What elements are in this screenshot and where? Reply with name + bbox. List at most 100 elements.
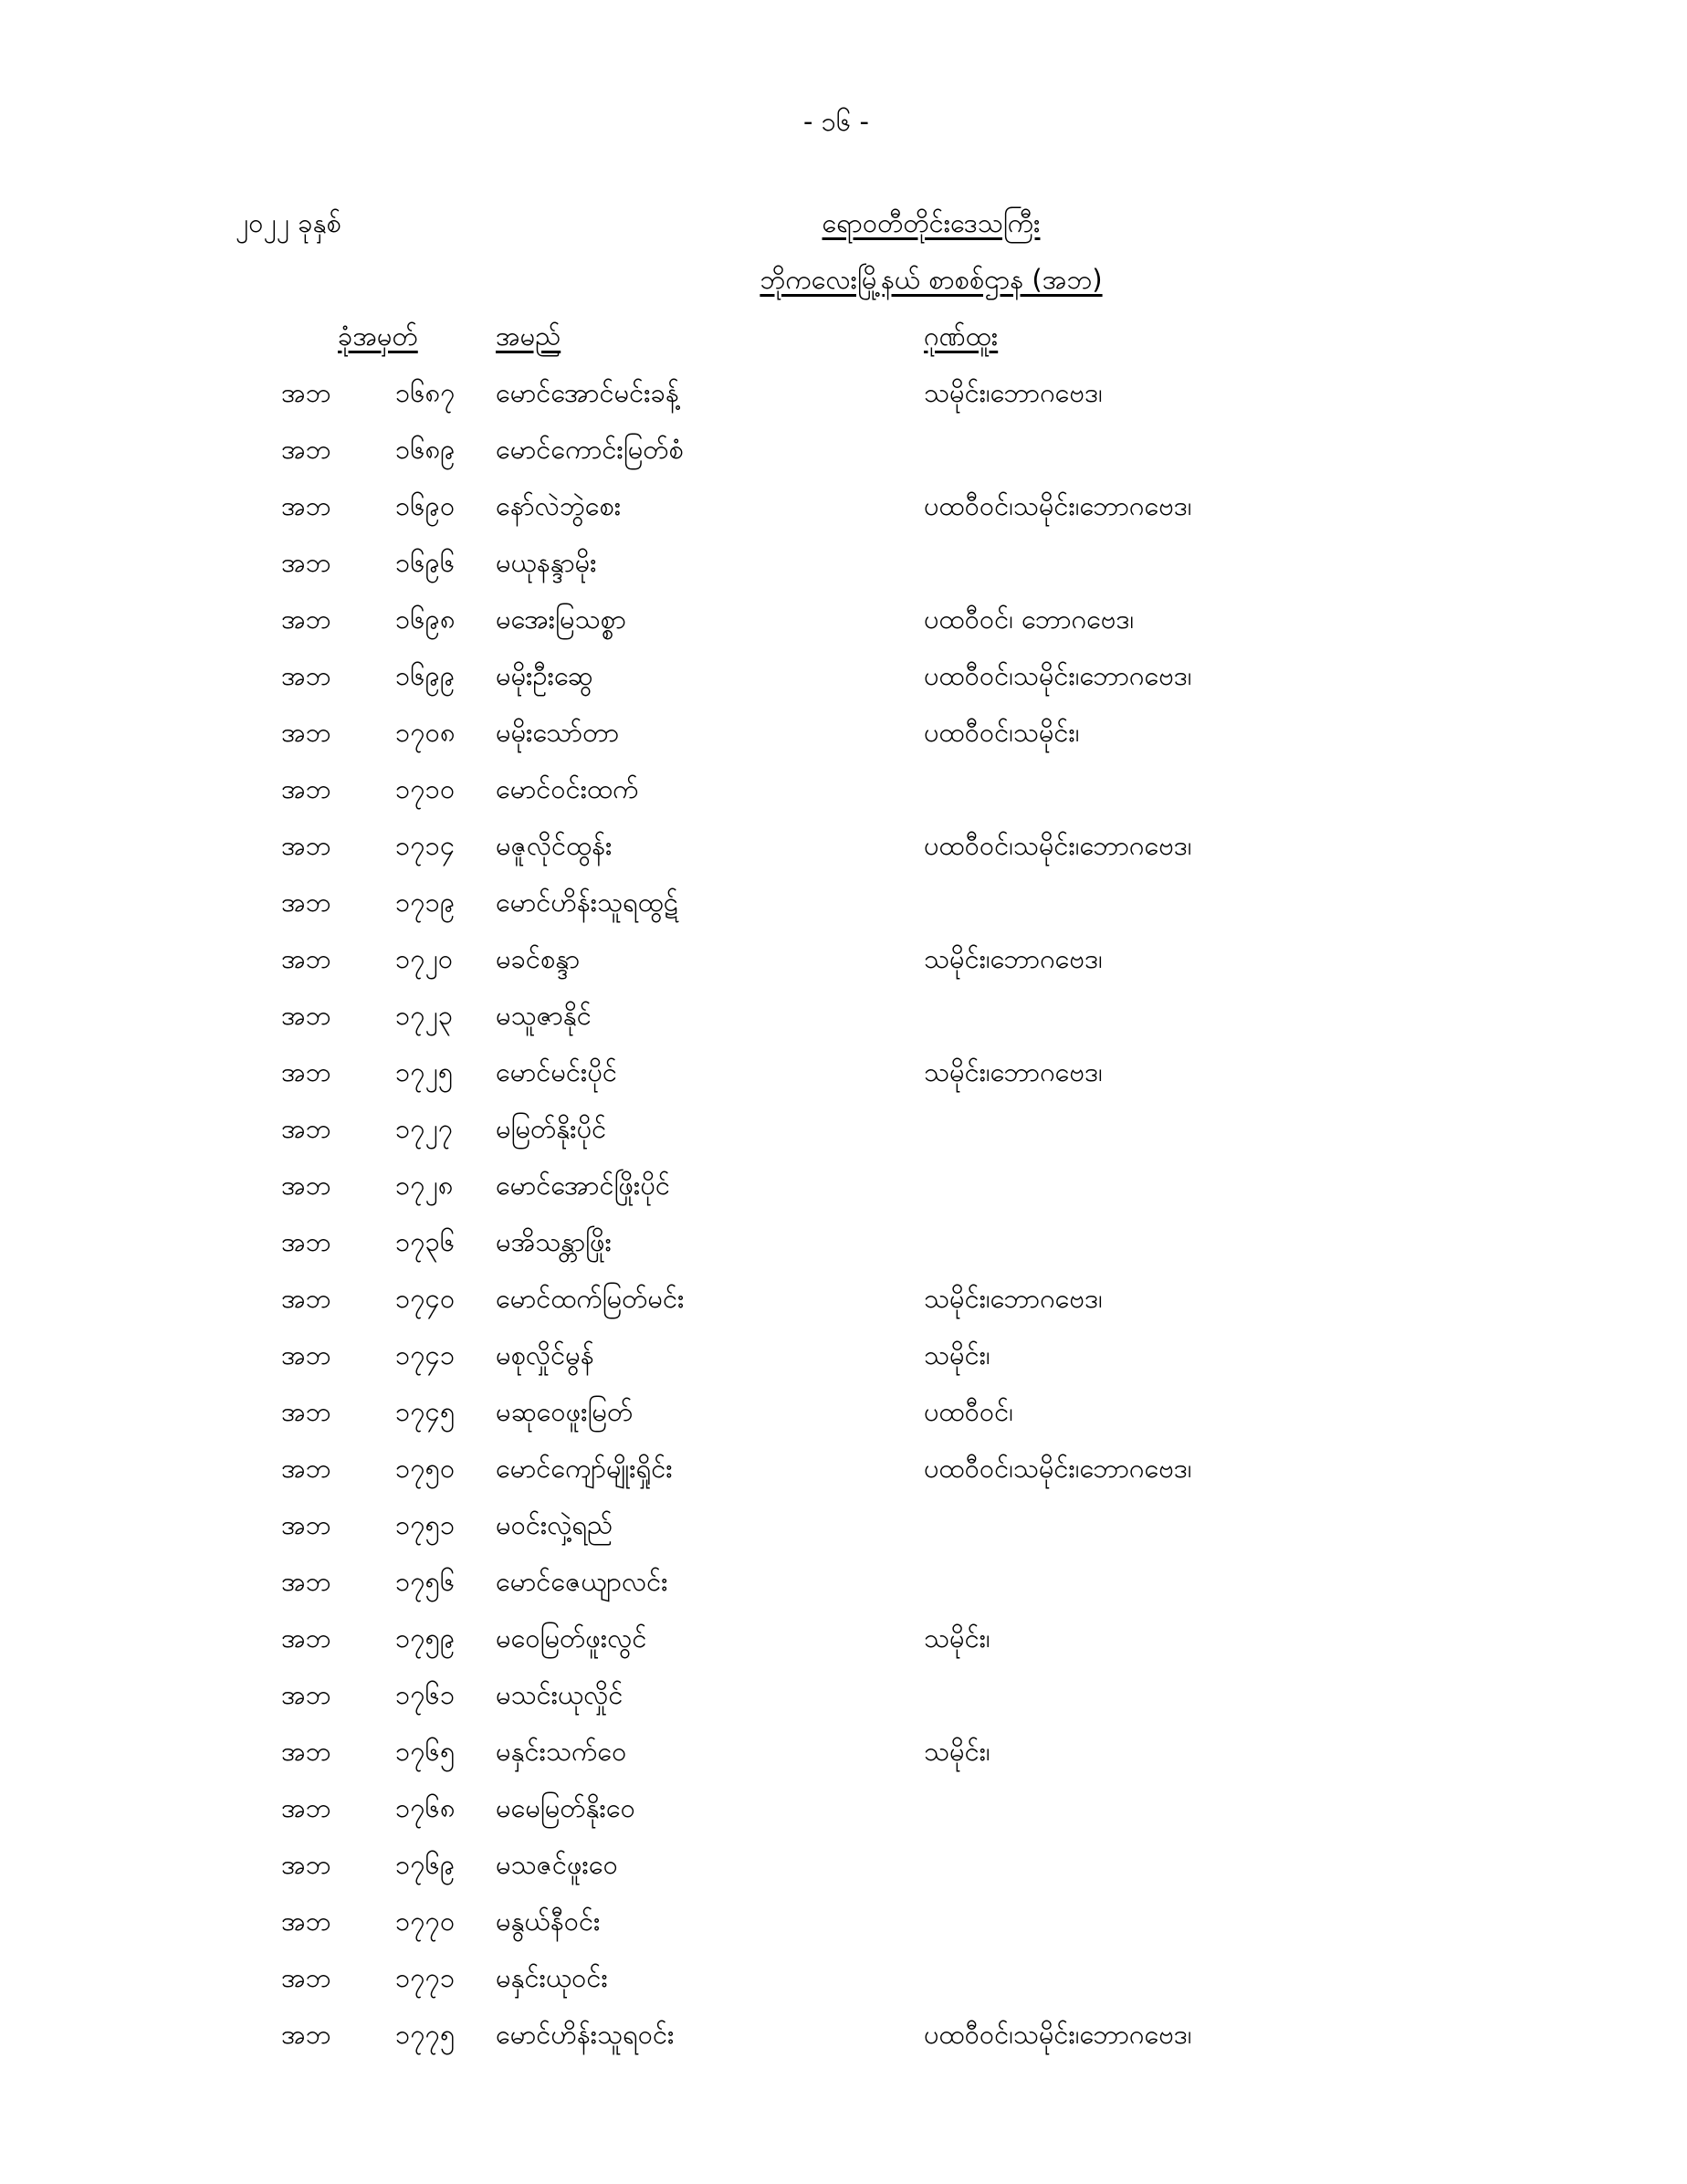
table-row: အဘ ၁၆၉၈ မအေးမြသစ္စာ ပထဝီဝင်၊ ဘောဂဗေဒ၊ bbox=[0, 603, 1687, 659]
row-roll-number: ၁၆၈၇ bbox=[395, 377, 456, 408]
row-distinction: ပထဝီဝင်၊သမိုင်း၊ bbox=[924, 717, 1080, 748]
row-code: အဘ bbox=[281, 1849, 331, 1880]
row-name: မသဇင်ဖူးဝေ bbox=[496, 1849, 618, 1880]
row-roll-number: ၁၇၂၀ bbox=[395, 943, 454, 974]
row-name: မဆုဝေဖူးမြတ် bbox=[496, 1396, 634, 1427]
table-row: အဘ ၁၇၂၇ မမြတ်နိုးပိုင် bbox=[0, 1112, 1687, 1169]
row-name: မနှင်းယုဝင်း bbox=[496, 1962, 608, 1993]
row-distinction: သမိုင်း၊ bbox=[924, 1622, 990, 1654]
row-name: မမေမြတ်နိုးဝေ bbox=[496, 1792, 635, 1823]
row-code: အဘ bbox=[281, 1679, 331, 1710]
row-name: မောင်ဟိန်းသူရဝင်း bbox=[496, 2019, 675, 2050]
row-name: မောင်ထက်မြတ်မင်း bbox=[496, 1283, 685, 1314]
row-name: မနွယ်နီဝင်း bbox=[496, 1906, 601, 1937]
table-row: အဘ ၁၇၂၀ မခင်စန္ဒာ သမိုင်း၊ဘောဂဗေဒ၊ bbox=[0, 942, 1687, 999]
row-name: မခင်စန္ဒာ bbox=[496, 943, 581, 974]
row-name: မောင်အောင်ဖြိုးပိုင် bbox=[496, 1170, 670, 1201]
table-row: အဘ ၁၇၁၉ မောင်ဟိန်းသူရထွဋ် bbox=[0, 886, 1687, 942]
header-name: အမည် bbox=[496, 320, 561, 352]
row-roll-number: ၁၇၂၃ bbox=[395, 1000, 454, 1031]
row-code: အဘ bbox=[281, 943, 331, 974]
row-code: အဘ bbox=[281, 2019, 331, 2050]
row-roll-number: ၁၇၄၁ bbox=[395, 1339, 456, 1370]
row-code: အဘ bbox=[281, 1226, 331, 1257]
row-roll-number: ၁၇၂၅ bbox=[395, 1056, 454, 1087]
table-row: အဘ ၁၆၉၀ နော်လဲဘွဲစေး ပထဝီဝင်၊သမိုင်း၊ဘောဂဗေ… bbox=[0, 489, 1687, 546]
table-row: အဘ ၁၇၅၀ မောင်ကျော်မျိုးရှိုင်း ပထဝီဝင်၊သမို… bbox=[0, 1452, 1687, 1508]
row-name: မောင်ဟိန်းသူရထွဋ် bbox=[496, 887, 678, 918]
row-distinction: ပထဝီဝင်၊သမိုင်း၊ဘောဂဗေဒ၊ bbox=[924, 2019, 1192, 2050]
table-row: အဘ ၁၇၂၃ မသူဇာနိုင် bbox=[0, 999, 1687, 1055]
row-code: အဘ bbox=[281, 1056, 331, 1087]
row-code: အဘ bbox=[281, 1566, 331, 1597]
row-distinction: ပထဝီဝင်၊ bbox=[924, 1396, 1013, 1427]
row-distinction: သမိုင်း၊ bbox=[924, 1736, 990, 1767]
table-row: အဘ ၁၇၆၉ မသဇင်ဖူးဝေ bbox=[0, 1848, 1687, 1905]
row-code: အဘ bbox=[281, 1170, 331, 1201]
row-code: အဘ bbox=[281, 1792, 331, 1823]
row-name: မသူဇာနိုင် bbox=[496, 1000, 592, 1031]
year-label: ၂၀၂၂ ခုနှစ် bbox=[236, 207, 341, 238]
row-name: မဝင်းလှဲ့ရည် bbox=[496, 1509, 613, 1540]
page-number: - ၁၆ - bbox=[803, 106, 869, 137]
table-row: အဘ ၁၇၁၀ မောင်ဝင်းထက် bbox=[0, 772, 1687, 829]
table-row: အဘ ၁၆၉၆ မယုနန္ဒာမိုး bbox=[0, 546, 1687, 603]
row-code: အဘ bbox=[281, 1962, 331, 1993]
table-row: အဘ ၁၇၇၀ မနွယ်နီဝင်း bbox=[0, 1905, 1687, 1961]
row-code: အဘ bbox=[281, 1453, 331, 1484]
row-code: အဘ bbox=[281, 660, 331, 691]
row-code: အဘ bbox=[281, 1622, 331, 1654]
row-code: အဘ bbox=[281, 887, 331, 918]
row-code: အဘ bbox=[281, 1000, 331, 1031]
row-code: အဘ bbox=[281, 377, 331, 408]
row-name: မောင်ကျော်မျိုးရှိုင်း bbox=[496, 1453, 673, 1484]
table-row: အဘ ၁၆၈၇ မောင်အောင်မင်းခန့် သမိုင်း၊ဘောဂဗေဒ၊ bbox=[0, 376, 1687, 433]
row-code: အဘ bbox=[281, 1509, 331, 1540]
row-name: မမိုးသော်တာ bbox=[496, 717, 620, 748]
row-roll-number: ၁၇၂၈ bbox=[395, 1170, 454, 1201]
row-roll-number: ၁၇၅၉ bbox=[395, 1622, 456, 1654]
row-code: အဘ bbox=[281, 1339, 331, 1370]
table-row: အဘ ၁၇၄၁ မစုလှိုင်မွန် သမိုင်း၊ bbox=[0, 1339, 1687, 1395]
table-row: အဘ ၁၇၃၆ မအိသန္တာဖြိုး bbox=[0, 1225, 1687, 1282]
row-roll-number: ၁၇၆၈ bbox=[395, 1792, 456, 1823]
table-row: အဘ ၁၇၄၅ မဆုဝေဖူးမြတ် ပထဝီဝင်၊ bbox=[0, 1395, 1687, 1452]
row-roll-number: ၁၇၆၉ bbox=[395, 1849, 456, 1880]
row-distinction: ပထဝီဝင်၊ ဘောဂဗေဒ၊ bbox=[924, 604, 1135, 635]
table-row: အဘ ၁၇၅၁ မဝင်းလှဲ့ရည် bbox=[0, 1508, 1687, 1565]
table-row: အဘ ၁၇၆၅ မနှင်းသက်ဝေ သမိုင်း၊ bbox=[0, 1735, 1687, 1791]
row-code: အဘ bbox=[281, 1283, 331, 1314]
row-code: အဘ bbox=[281, 434, 331, 465]
row-roll-number: ၁၇၆၁ bbox=[395, 1679, 456, 1710]
row-name: မအိသန္တာဖြိုး bbox=[496, 1226, 612, 1257]
header-distinction: ဂုဏ်ထူး bbox=[924, 320, 999, 352]
table-row: အဘ ၁၇၁၄ မဇူလိုင်ထွန်း ပထဝီဝင်၊သမိုင်း၊ဘောဂဗ… bbox=[0, 829, 1687, 886]
row-name: မောင်ဇေယျာလင်း bbox=[496, 1566, 668, 1597]
row-code: အဘ bbox=[281, 830, 331, 861]
row-code: အဘ bbox=[281, 1906, 331, 1937]
row-code: အဘ bbox=[281, 604, 331, 635]
row-code: အဘ bbox=[281, 1113, 331, 1144]
row-name: မမြတ်နိုးပိုင် bbox=[496, 1113, 607, 1144]
row-name: မောင်မင်းပိုင် bbox=[496, 1056, 617, 1087]
table-row: အဘ ၁၇၂၅ မောင်မင်းပိုင် သမိုင်း၊ဘောဂဗေဒ၊ bbox=[0, 1055, 1687, 1112]
header-roll-number: ခုံအမှတ် bbox=[338, 320, 418, 352]
row-code: အဘ bbox=[281, 773, 331, 804]
row-roll-number: ၁၆၉၈ bbox=[395, 604, 456, 635]
row-name: မနှင်းသက်ဝေ bbox=[496, 1736, 627, 1767]
row-distinction: ပထဝီဝင်၊သမိုင်း၊ဘောဂဗေဒ၊ bbox=[924, 1453, 1192, 1484]
row-roll-number: ၁၇၄၅ bbox=[395, 1396, 456, 1427]
row-name: မယုနန္ဒာမိုး bbox=[496, 547, 597, 578]
row-name: မအေးမြသစ္စာ bbox=[496, 604, 626, 635]
table-row: အဘ ၁၇၅၆ မောင်ဇေယျာလင်း bbox=[0, 1565, 1687, 1622]
row-distinction: သမိုင်း၊ဘောဂဗေဒ၊ bbox=[924, 1283, 1103, 1314]
table-row: အဘ ၁၇၀၈ မမိုးသော်တာ ပထဝီဝင်၊သမိုင်း၊ bbox=[0, 716, 1687, 772]
row-code: အဘ bbox=[281, 1736, 331, 1767]
row-roll-number: ၁၇၃၆ bbox=[395, 1226, 456, 1257]
row-code: အဘ bbox=[281, 717, 331, 748]
table-row: အဘ ၁၇၆၈ မမေမြတ်နိုးဝေ bbox=[0, 1791, 1687, 1848]
row-name: မစုလှိုင်မွန် bbox=[496, 1339, 594, 1370]
row-name: မဝေမြတ်ဖူးလွင် bbox=[496, 1622, 647, 1654]
row-roll-number: ၁၇၅၆ bbox=[395, 1566, 456, 1597]
row-distinction: သမိုင်း၊ဘောဂဗေဒ၊ bbox=[924, 1056, 1103, 1087]
